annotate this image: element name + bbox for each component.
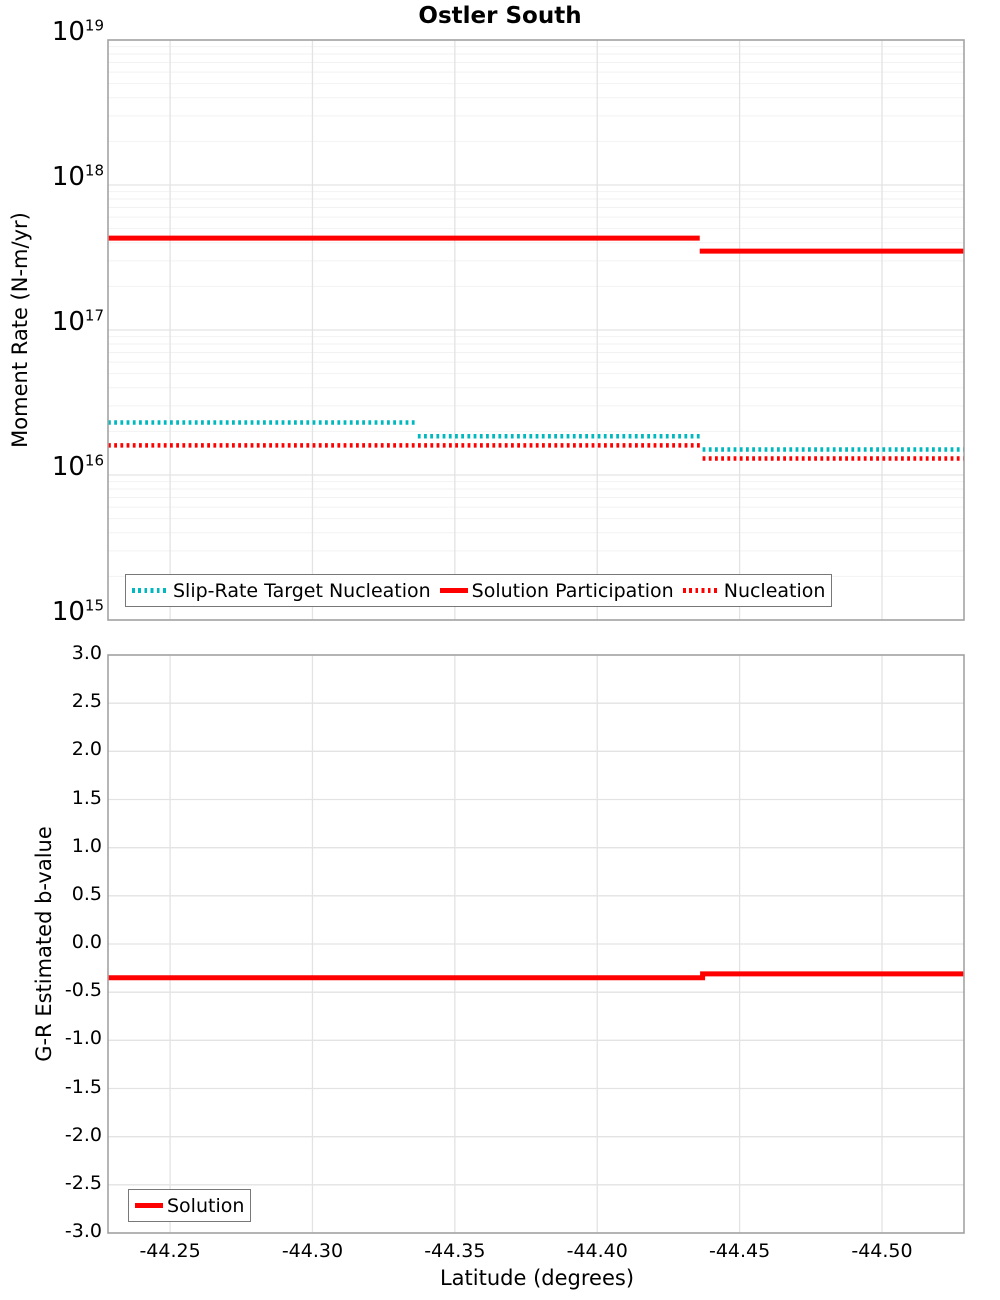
legend-label: Solution Participation — [471, 579, 674, 602]
solid-line-sample-icon — [135, 1203, 163, 1208]
legend-entry-slip-rate-target-nucleation: Slip-Rate Target Nucleation — [132, 580, 431, 602]
legend-bottom: Solution — [128, 1189, 252, 1222]
legend-entry-solution: Solution — [135, 1195, 244, 1217]
dotted-line-sample-icon — [682, 588, 720, 593]
legend-entry-nucleation: Nucleation — [682, 579, 826, 602]
x-axis-label: Latitude (degrees) — [439, 1266, 635, 1290]
legend-label: Nucleation — [723, 579, 826, 602]
legend-top: Slip-Rate Target Nucleation Solution Par… — [125, 574, 833, 607]
solid-line-sample-icon — [439, 588, 468, 593]
y-axis-label-moment-rate: Moment Rate (N-m/yr) — [8, 212, 32, 448]
chart-title: Ostler South — [418, 3, 582, 29]
legend-label: Solution — [167, 1194, 245, 1217]
legend-label: Slip-Rate Target Nucleation — [173, 579, 431, 602]
y-axis-label-b-value: G-R Estimated b-value — [32, 826, 56, 1062]
legend-entry-solution-participation: Solution Participation — [439, 579, 674, 602]
dotted-line-sample-icon — [132, 588, 169, 593]
